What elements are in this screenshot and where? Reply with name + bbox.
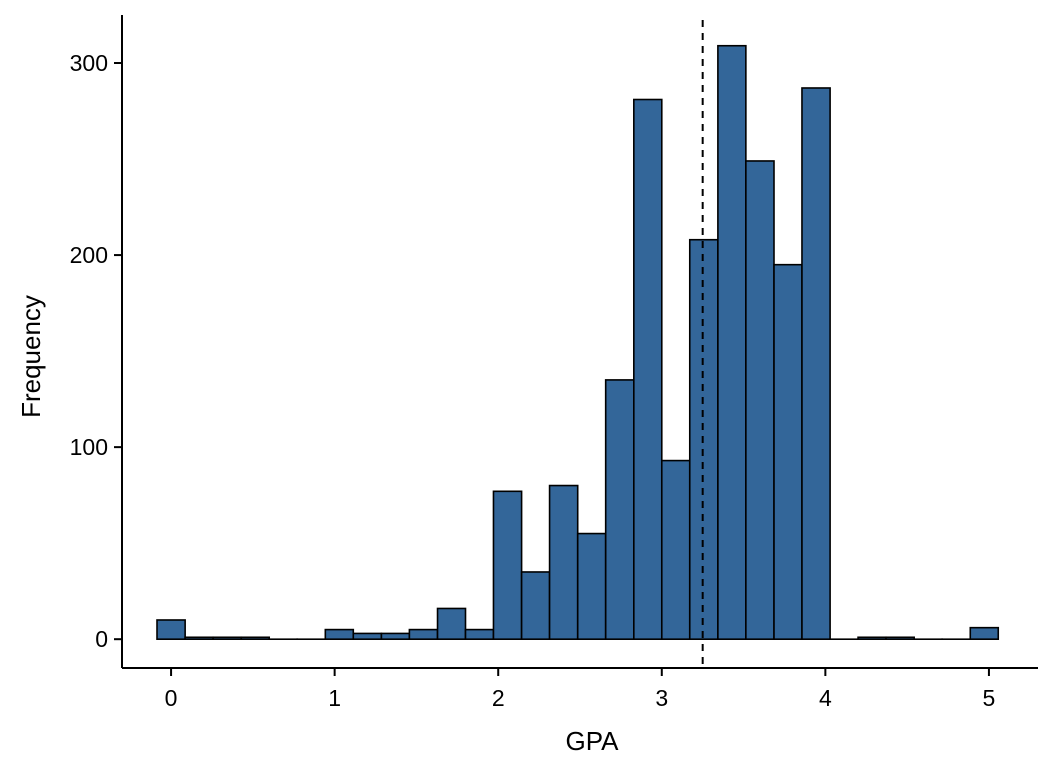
bar-16 <box>604 379 635 640</box>
bar-9 <box>408 628 439 640</box>
y-axis-title: Frequency <box>16 295 46 418</box>
y-tick-label-100: 100 <box>70 434 108 460</box>
bar-0 <box>156 619 186 640</box>
x-tick-label-1: 1 <box>328 685 341 711</box>
bar-18 <box>660 459 691 640</box>
y-tick-label-200: 200 <box>70 242 108 268</box>
bar-13 <box>520 571 551 640</box>
y-tick-label-0: 0 <box>95 626 108 652</box>
bar-11 <box>464 628 495 640</box>
bar-8 <box>380 632 411 640</box>
bar-17 <box>633 98 663 640</box>
bar-10 <box>436 607 467 640</box>
bar-3 <box>240 636 271 640</box>
x-tick-label-3: 3 <box>655 685 668 711</box>
y-axis-ticks: 0 100 200 300 <box>70 50 122 652</box>
bar-7 <box>352 632 383 640</box>
y-tick-label-300: 300 <box>70 50 108 76</box>
bar-2 <box>212 636 243 640</box>
x-axis-title: GPA <box>566 726 620 756</box>
x-tick-label-5: 5 <box>983 685 996 711</box>
x-tick-label-0: 0 <box>165 685 178 711</box>
bar-26 <box>885 636 915 640</box>
x-tick-label-2: 2 <box>492 685 505 711</box>
bar-20 <box>717 44 747 640</box>
bar-12 <box>492 490 523 640</box>
bar-14 <box>548 484 579 640</box>
bar-23 <box>801 87 831 640</box>
bar-25 <box>857 636 887 640</box>
bar-15 <box>576 532 607 640</box>
bars-group <box>156 44 1000 641</box>
bar-1 <box>184 636 214 640</box>
bar-22 <box>773 263 803 640</box>
x-axis-ticks: 0 1 2 3 4 5 <box>165 668 996 711</box>
bar-21 <box>745 160 775 640</box>
bar-29 <box>969 626 1000 640</box>
bar-19 <box>688 238 719 640</box>
x-tick-label-4: 4 <box>819 685 832 711</box>
bar-6 <box>324 628 355 640</box>
